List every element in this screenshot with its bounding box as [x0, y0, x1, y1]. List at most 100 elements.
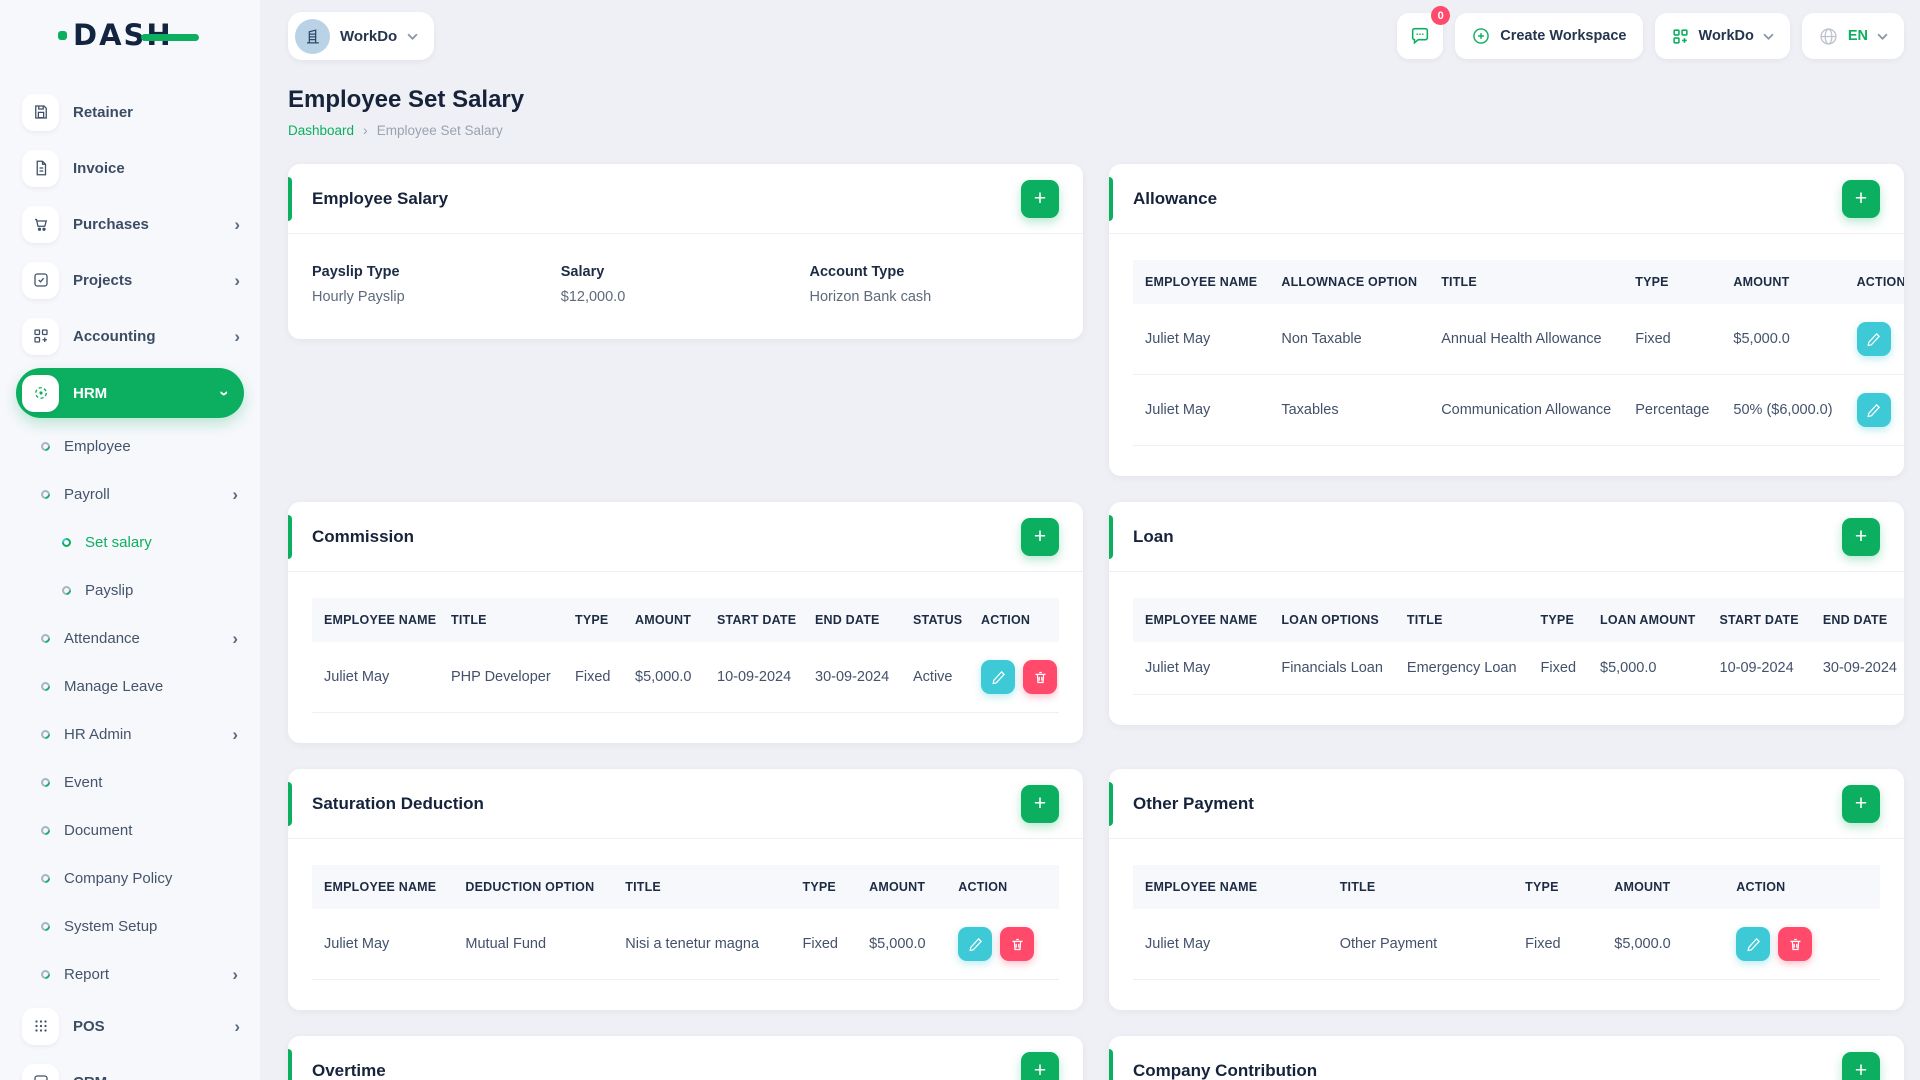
sidebar-item-report[interactable]: Report ›: [0, 950, 260, 998]
table-row: Juliet May Taxables Communication Allowa…: [1133, 374, 1904, 446]
card-title: Commission: [312, 526, 415, 546]
cell-type: Percentage: [1623, 374, 1722, 446]
other-payment-card: Other Payment + EMPLOYEE NAME TITLE TYPE…: [1109, 769, 1904, 1010]
logo-dot-icon: [58, 30, 67, 40]
cell-type: Fixed: [563, 642, 623, 713]
sidebar-item-event[interactable]: Event: [0, 758, 260, 806]
edit-button[interactable]: [981, 660, 1015, 694]
card-title: Overtime: [312, 1060, 386, 1080]
sidebar-item-attendance[interactable]: Attendance ›: [0, 614, 260, 662]
add-allowance-button[interactable]: +: [1842, 179, 1880, 218]
edit-button[interactable]: [958, 927, 993, 961]
edit-button[interactable]: [1856, 322, 1891, 356]
chevron-right-icon: ›: [234, 1016, 240, 1036]
sidebar-item-set-salary[interactable]: Set salary: [0, 518, 260, 566]
chevron-down-icon: ›: [215, 390, 235, 396]
breadcrumb-dashboard-link[interactable]: Dashboard: [288, 122, 355, 138]
sidebar-item-purchases[interactable]: Purchases ›: [0, 196, 260, 252]
table-row: Juliet May Other Payment Fixed $5,000.0: [1133, 909, 1880, 980]
overtime-card: Overtime +: [288, 1036, 1083, 1080]
column-header: DEDUCTION OPTION: [453, 865, 614, 909]
card-accent: [288, 782, 292, 826]
column-header: AMOUNT: [623, 598, 705, 642]
cell-title: Emergency Loan: [1394, 642, 1529, 695]
column-header: AMOUNT: [1721, 260, 1845, 304]
card-title: Saturation Deduction: [312, 793, 484, 813]
sidebar-item-payslip[interactable]: Payslip: [0, 566, 260, 614]
sidebar-item-label: Payslip: [85, 581, 134, 599]
sidebar-menu: Retainer Invoice Purchases › Projects ›: [0, 70, 260, 1080]
sidebar-item-hrm[interactable]: HRM ›: [16, 368, 244, 418]
delete-button[interactable]: [1000, 927, 1035, 961]
column-header: LOAN OPTIONS: [1269, 598, 1395, 642]
breadcrumb-separator-icon: ›: [363, 122, 368, 138]
plus-icon: +: [1854, 525, 1868, 548]
cell-employee-name: Juliet May: [1133, 304, 1270, 375]
sidebar-item-system-setup[interactable]: System Setup: [0, 902, 260, 950]
sidebar-item-label: Employee: [64, 437, 131, 455]
workspace-name: WorkDo: [340, 27, 398, 45]
column-header: LOAN AMOUNT: [1588, 598, 1708, 642]
chevron-right-icon: ›: [234, 326, 240, 346]
add-employee-salary-button[interactable]: +: [1021, 179, 1059, 218]
sidebar-item-company-policy[interactable]: Company Policy: [0, 854, 260, 902]
card-title: Allowance: [1133, 188, 1218, 208]
cell-title: PHP Developer: [439, 642, 563, 713]
sidebar-item-label: Accounting: [73, 327, 156, 345]
sidebar-item-payroll[interactable]: Payroll ›: [0, 470, 260, 518]
sidebar-item-crm[interactable]: CRM ›: [0, 1054, 260, 1080]
trash-icon: [1012, 938, 1023, 950]
create-workspace-button[interactable]: Create Workspace: [1455, 13, 1643, 59]
cell-allowance-option: Taxables: [1269, 374, 1430, 446]
chevron-down-icon: [1763, 33, 1774, 40]
edit-button[interactable]: [1736, 927, 1771, 961]
sidebar-item-label: Retainer: [73, 103, 134, 121]
column-header: TYPE: [1623, 260, 1722, 304]
chat-icon: [1412, 27, 1429, 45]
column-header: AMOUNT: [857, 865, 947, 909]
sidebar-item-hr-admin[interactable]: HR Admin ›: [0, 710, 260, 758]
cell-amount: $5,000.0: [623, 642, 705, 713]
cell-type: Fixed: [1623, 304, 1722, 375]
add-commission-button[interactable]: +: [1021, 517, 1059, 556]
add-company-contribution-button[interactable]: +: [1842, 1051, 1880, 1080]
column-header: END DATE: [803, 598, 901, 642]
other-payment-table: EMPLOYEE NAME TITLE TYPE AMOUNT ACTION J…: [1133, 865, 1880, 980]
pencil-icon: [1867, 332, 1881, 346]
edit-button[interactable]: [1856, 393, 1891, 427]
delete-button[interactable]: [1023, 660, 1057, 694]
brand-logo[interactable]: DASH: [0, 0, 260, 70]
sidebar-item-pos[interactable]: POS ›: [0, 998, 260, 1054]
sidebar-item-accounting[interactable]: Accounting ›: [0, 308, 260, 364]
plus-icon: +: [1033, 525, 1047, 548]
company-contribution-card: Company Contribution +: [1109, 1036, 1904, 1080]
sidebar-item-invoice[interactable]: Invoice: [0, 140, 260, 196]
messages-button[interactable]: 0: [1397, 6, 1451, 59]
add-overtime-button[interactable]: +: [1021, 1051, 1059, 1080]
language-selector[interactable]: EN: [1801, 13, 1904, 59]
chevron-right-icon: ›: [232, 964, 238, 984]
sidebar-item-retainer[interactable]: Retainer: [0, 84, 260, 140]
cell-type: Fixed: [1513, 909, 1603, 980]
plus-icon: +: [1033, 1059, 1047, 1080]
page-title: Employee Set Salary: [288, 86, 525, 113]
chevron-right-icon: ›: [234, 214, 240, 234]
bullet-icon: [39, 727, 52, 741]
app-menu-button[interactable]: WorkDo: [1654, 13, 1790, 59]
sidebar-item-employee[interactable]: Employee: [0, 422, 260, 470]
column-header: TYPE: [563, 598, 623, 642]
add-saturation-deduction-button[interactable]: +: [1021, 784, 1059, 823]
hrm-icon: [22, 374, 59, 412]
delete-button[interactable]: [1778, 927, 1813, 961]
add-loan-button[interactable]: +: [1842, 517, 1880, 556]
cell-employee-name: Juliet May: [312, 909, 454, 980]
sidebar-item-label: Document: [64, 821, 133, 839]
workspace-selector[interactable]: WorkDo: [288, 12, 435, 60]
add-other-payment-button[interactable]: +: [1842, 784, 1880, 823]
sidebar-item-document[interactable]: Document: [0, 806, 260, 854]
sidebar-item-manage-leave[interactable]: Manage Leave: [0, 662, 260, 710]
sidebar-item-label: Event: [64, 773, 103, 791]
field-label: Salary: [560, 264, 605, 280]
sidebar-item-projects[interactable]: Projects ›: [0, 252, 260, 308]
column-header: EMPLOYEE NAME: [1133, 865, 1328, 909]
